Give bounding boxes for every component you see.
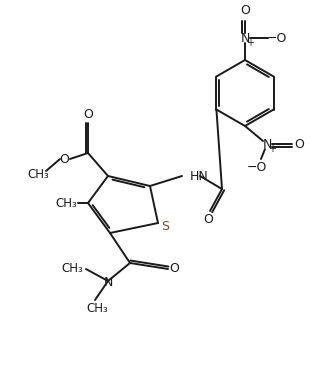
Text: CH₃: CH₃: [61, 263, 83, 275]
Text: HN: HN: [190, 170, 209, 182]
Text: +: +: [246, 38, 254, 48]
Text: N: N: [240, 32, 250, 45]
Text: N: N: [103, 275, 113, 288]
Text: N: N: [262, 138, 272, 150]
Text: O: O: [240, 3, 250, 16]
Text: CH₃: CH₃: [86, 301, 108, 314]
Text: O: O: [169, 263, 179, 275]
Text: O: O: [203, 213, 213, 226]
Text: +: +: [268, 144, 276, 154]
Text: O: O: [294, 138, 304, 150]
Text: CH₃: CH₃: [55, 197, 77, 210]
Text: S: S: [161, 219, 169, 232]
Text: CH₃: CH₃: [27, 168, 49, 181]
Text: −O: −O: [247, 160, 267, 173]
Text: O: O: [59, 152, 69, 165]
Text: −O: −O: [267, 32, 287, 45]
Text: O: O: [83, 107, 93, 120]
